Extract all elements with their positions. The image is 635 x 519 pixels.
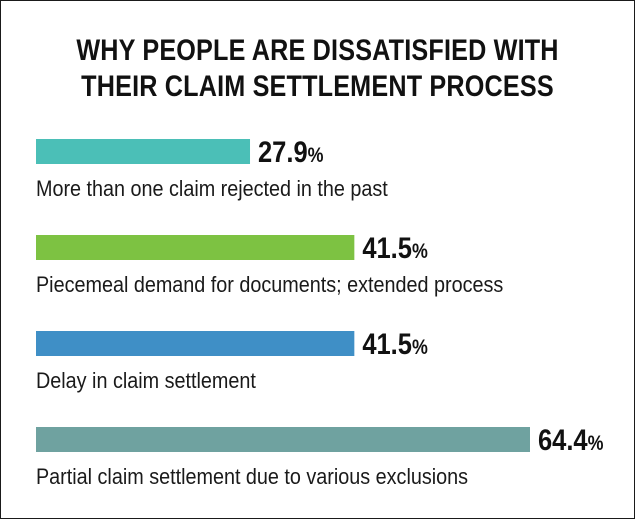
bar-value-label-4: 64.4% (538, 423, 603, 456)
category-label-4: Partial claim settlement due to various … (36, 465, 468, 489)
bar-value-label-1: 27.9% (258, 135, 323, 168)
bar-value-label-2: 41.5% (362, 231, 427, 264)
category-label-3: Delay in claim settlement (36, 369, 256, 393)
bar-2 (36, 235, 355, 260)
category-label-1: More than one claim rejected in the past (36, 177, 388, 201)
chart-title-line-1: WHY PEOPLE ARE DISSATISFIED WITH (76, 34, 559, 67)
bar-value-label-3: 41.5% (362, 327, 427, 360)
bar-1 (36, 139, 251, 164)
bar-3 (36, 331, 355, 356)
category-label-2: Piecemeal demand for documents; extended… (36, 273, 503, 297)
chart-title-line-2: THEIR CLAIM SETTLEMENT PROCESS (81, 70, 554, 103)
bar-4 (36, 427, 530, 452)
